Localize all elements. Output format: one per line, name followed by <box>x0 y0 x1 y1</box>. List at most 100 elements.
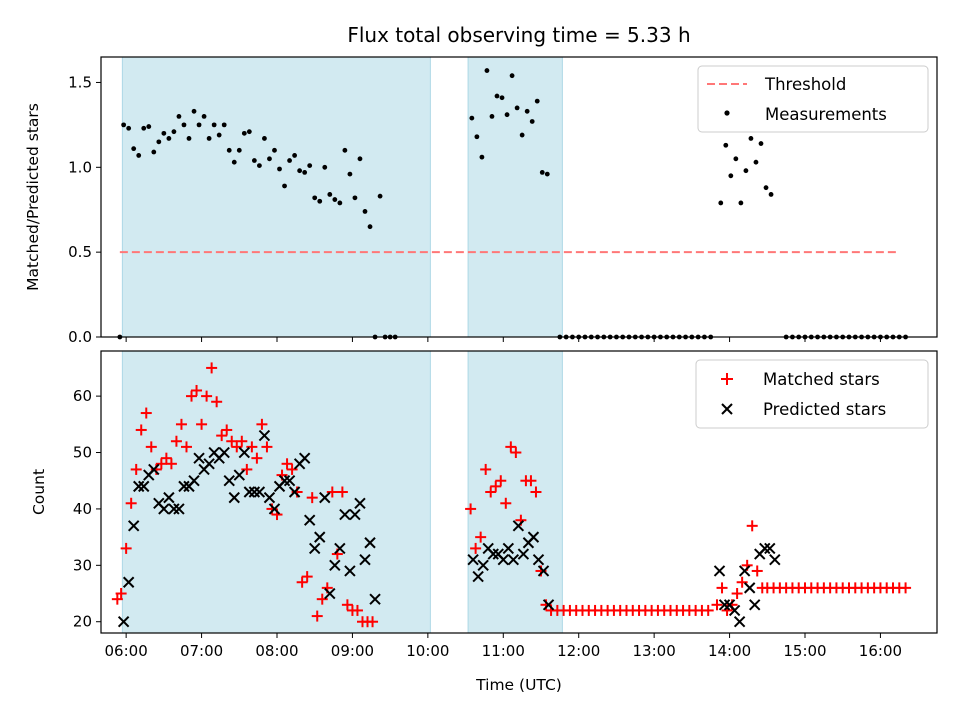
predicted-star-point <box>228 491 240 504</box>
predicted-star-point <box>487 548 499 560</box>
measurement-point <box>161 130 167 136</box>
predicted-star-point <box>472 570 484 583</box>
measurement-point <box>499 95 505 101</box>
measurement-point <box>529 119 535 124</box>
measurement-point <box>377 193 383 199</box>
legend-predicted-swatch <box>721 403 733 415</box>
measurement-point <box>494 93 500 99</box>
legend-measurements-label: Measurements <box>765 105 887 124</box>
x-tick-label: 14:00 <box>708 642 751 660</box>
predicted-star-point <box>507 553 520 566</box>
matched-star-point <box>251 452 263 464</box>
predicted-star-point <box>467 553 479 566</box>
predicted-star-point <box>303 514 316 526</box>
observing-intervals-bottom <box>121 350 563 634</box>
measurement-point <box>337 200 343 206</box>
x-tick-label: 15:00 <box>783 642 826 660</box>
x-tick-label: 06:00 <box>105 642 148 660</box>
x-tick-label: 12:00 <box>557 642 600 660</box>
predicted-star-point <box>298 452 311 464</box>
matched-star-point <box>495 475 507 487</box>
predicted-star-point <box>223 475 235 487</box>
predicted-star-point <box>233 469 245 481</box>
measurement-point <box>469 115 475 121</box>
matched-star-point <box>120 542 132 554</box>
observing-interval <box>121 350 431 634</box>
matched-star-point <box>286 463 298 475</box>
matched-star-point <box>490 480 502 492</box>
measurement-point <box>728 173 734 179</box>
predicted-star-point <box>148 463 160 476</box>
matched-star-point <box>500 497 512 509</box>
measurement-point <box>186 136 192 141</box>
predicted-star-point <box>527 531 540 543</box>
measurement-point <box>292 153 297 158</box>
predicted-star-point <box>319 491 331 504</box>
measurement-point <box>126 125 132 131</box>
predicted-star-point <box>263 491 276 504</box>
predicted-star-point <box>163 491 175 504</box>
predicted-star-point <box>542 599 555 611</box>
matched-star-point <box>367 616 379 628</box>
predicted-star-point <box>283 475 296 487</box>
predicted-star-point <box>138 480 150 493</box>
measurement-point <box>206 136 212 141</box>
measurement-point <box>282 183 287 189</box>
measurement-point <box>327 192 333 197</box>
predicted-star-point <box>364 537 376 549</box>
matched-star-point <box>140 407 152 419</box>
predicted-star-point <box>349 508 361 521</box>
measurement-point <box>474 134 480 140</box>
matched-star-point <box>180 441 192 453</box>
predicted-star-point <box>718 599 731 611</box>
predicted-star-point <box>309 542 321 555</box>
matched-star-point <box>475 531 487 543</box>
measurement-point <box>171 129 177 135</box>
measurement-point <box>236 147 242 153</box>
predicted-star-point <box>173 503 185 515</box>
measurement-point <box>479 154 485 160</box>
top-legend: Threshold Measurements <box>697 65 929 133</box>
matched-star-point <box>341 599 353 611</box>
matched-star-point <box>186 390 198 402</box>
measurement-point <box>181 122 187 128</box>
measurement-point <box>307 163 313 169</box>
measurement-point <box>131 146 137 152</box>
x-axis-label: Time (UTC) <box>475 676 562 694</box>
measurement-point <box>196 122 202 128</box>
measurement-point <box>738 200 744 206</box>
matched-star-point <box>125 497 137 509</box>
y-tick-label: 30 <box>73 556 92 574</box>
predicted-star-point <box>713 565 726 577</box>
matched-star-point <box>746 520 758 532</box>
bottom-x-ticks: 06:00 07:00 08:00 09:00 10:00 11:00 12:00 13:00… <box>105 633 902 660</box>
predicted-star-point <box>769 553 781 566</box>
measurement-point <box>191 108 197 114</box>
measurement-point <box>287 158 292 163</box>
measurement-point <box>231 159 237 165</box>
matched-star-point <box>261 441 273 453</box>
measurement-point <box>514 105 520 111</box>
predicted-star-point <box>759 542 771 555</box>
measurement-point <box>733 156 739 162</box>
predicted-star-point <box>354 497 366 509</box>
matched-star-point <box>311 610 323 622</box>
matched-star-point <box>160 452 172 464</box>
y-tick-label: 0.5 <box>68 243 92 261</box>
measurement-point <box>136 153 142 158</box>
measurement-point <box>257 163 262 169</box>
top-panel: 0.0 0.5 1.0 1.5 Matched/Predicted stars Thr… <box>24 56 938 346</box>
matched-star-point <box>115 588 127 600</box>
matched-star-point <box>702 604 714 616</box>
legend-predicted-label: Predicted stars <box>763 400 886 419</box>
matched-star-point <box>211 396 223 408</box>
predicted-star-point <box>339 508 351 521</box>
measurement-point <box>524 108 530 114</box>
bottom-axes-frame <box>100 350 938 634</box>
matched-star-point <box>731 588 743 600</box>
predicted-star-point <box>258 429 271 442</box>
measurement-point <box>151 149 157 155</box>
observing-interval <box>121 56 431 338</box>
matched-star-point <box>716 582 728 594</box>
x-tick-label: 16:00 <box>859 642 902 660</box>
